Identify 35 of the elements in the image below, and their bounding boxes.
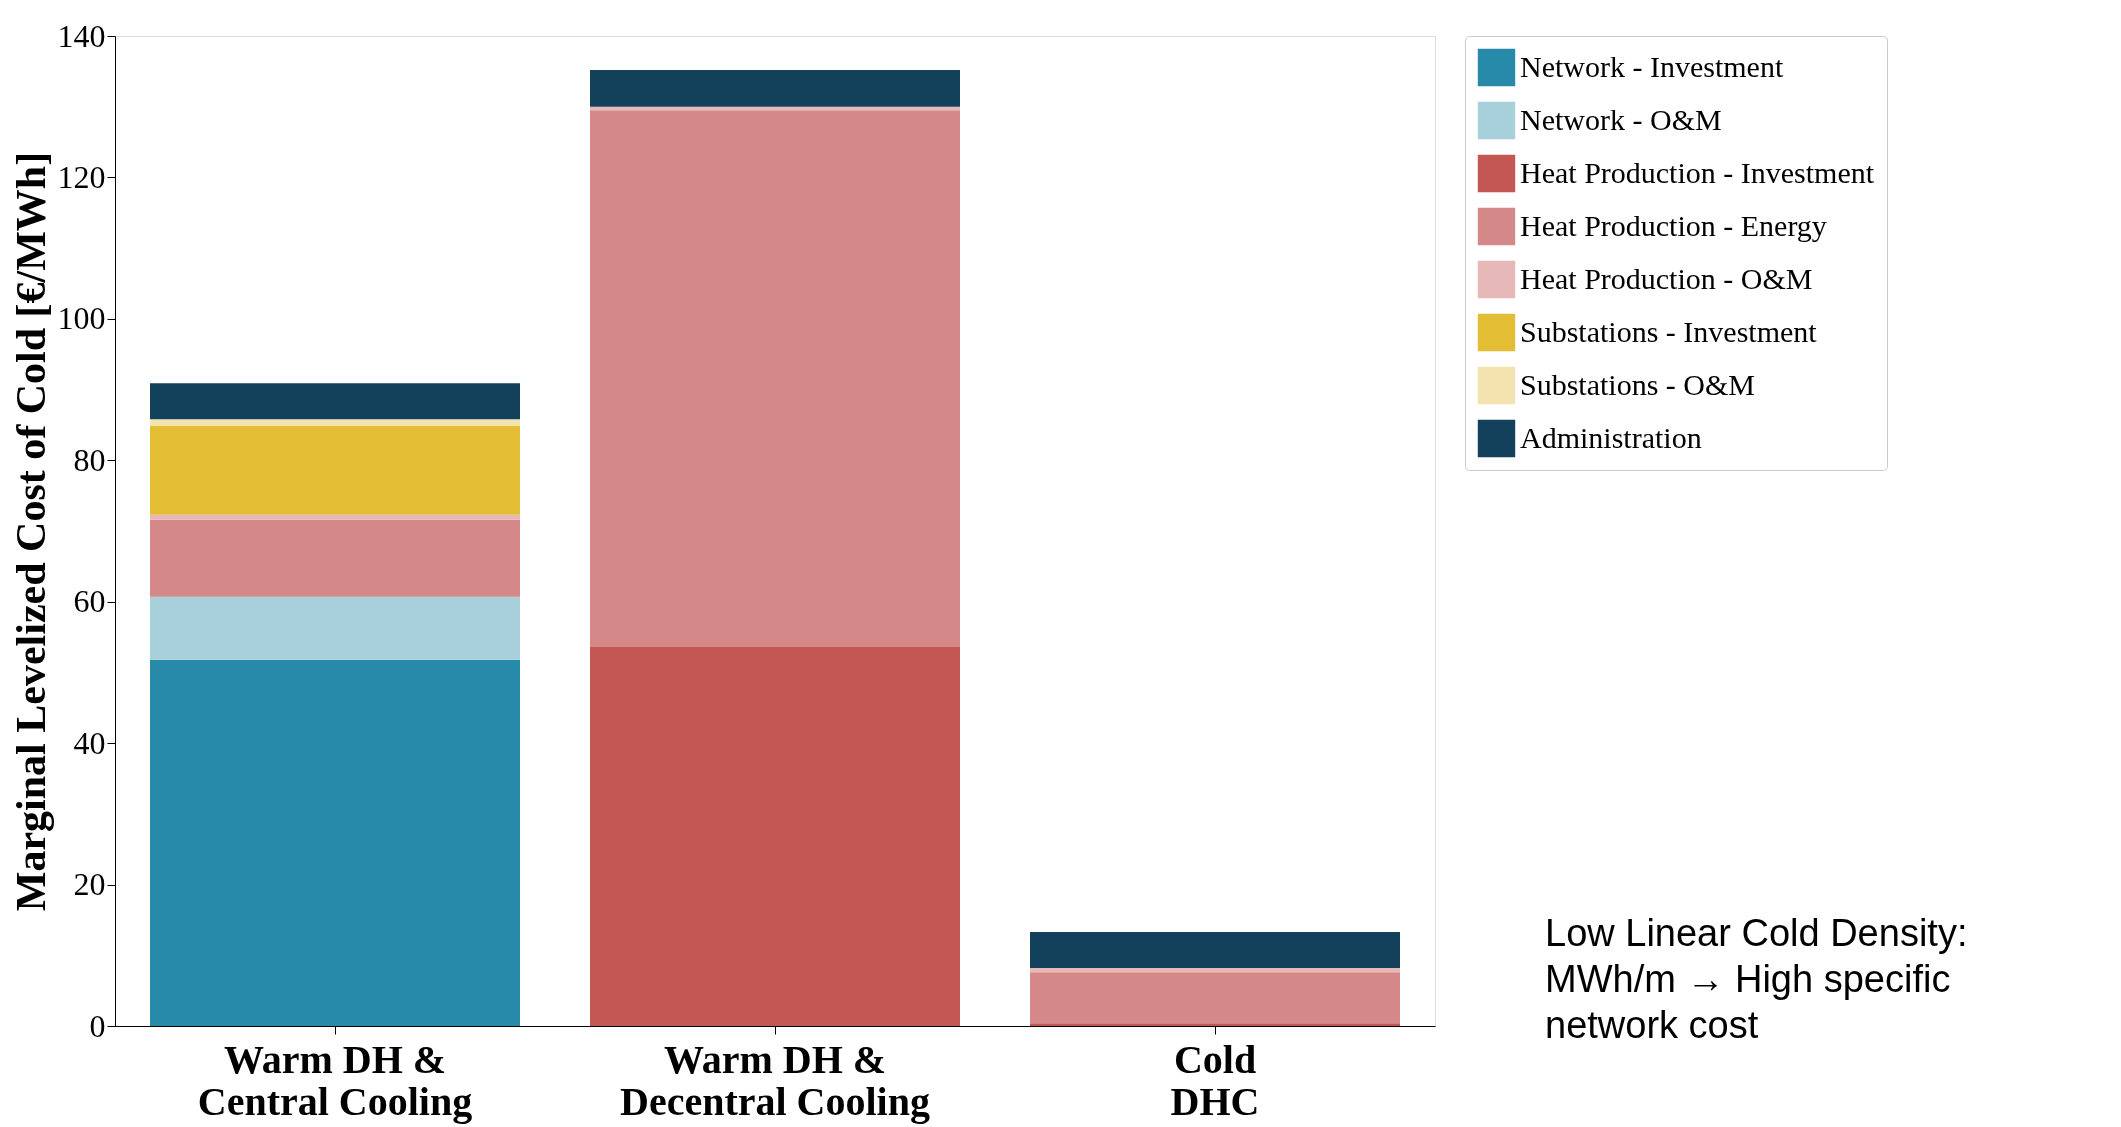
bar — [1030, 968, 1400, 973]
bar — [150, 419, 520, 426]
text: Low Linear Cold Density: MWh/m → High specific network cost — [1545, 912, 1968, 1046]
x-tick-label: Warm DH & Central Cooling — [197, 1036, 473, 1124]
bar — [1030, 1023, 1400, 1026]
bar — [590, 69, 960, 107]
legend-label: Heat Production - Investment — [1520, 155, 1875, 189]
x-tick-label: Warm DH & Decentral Cooling — [620, 1036, 930, 1124]
bar — [150, 519, 520, 597]
bar — [590, 646, 960, 1026]
legend-label: Network - Investment — [1520, 49, 1784, 83]
bar — [150, 514, 520, 520]
legend-label: Heat Production - O&M — [1520, 261, 1813, 295]
y-tick-label: 100 — [57, 300, 106, 337]
y-tick-label: 0 — [89, 1007, 106, 1044]
legend-label: Heat Production - Energy — [1520, 208, 1827, 242]
legend-label: Substations - Investment — [1520, 314, 1818, 348]
bar — [150, 383, 520, 420]
bar — [590, 110, 960, 647]
bar — [1030, 972, 1400, 1024]
y-tick-label: 80 — [73, 441, 106, 478]
y-tick-label: 120 — [57, 158, 106, 195]
bar — [150, 659, 520, 1026]
x-tick-label: Cold DHC — [1170, 1036, 1260, 1124]
bar — [150, 425, 520, 515]
y-tick-label: 40 — [73, 724, 106, 761]
legend-label: Substations - O&M — [1520, 367, 1756, 401]
y-tick-label: 20 — [73, 866, 106, 903]
bar — [150, 596, 520, 660]
legend-label: Network - O&M — [1520, 102, 1722, 136]
bar — [1030, 931, 1400, 969]
y-tick-label: 60 — [73, 583, 106, 620]
y-tick-label: 140 — [57, 17, 106, 54]
legend-label: Administration — [1520, 420, 1702, 454]
y-axis-title: Marginal Levelized Cost of Cold [€/MWh] — [7, 151, 54, 912]
